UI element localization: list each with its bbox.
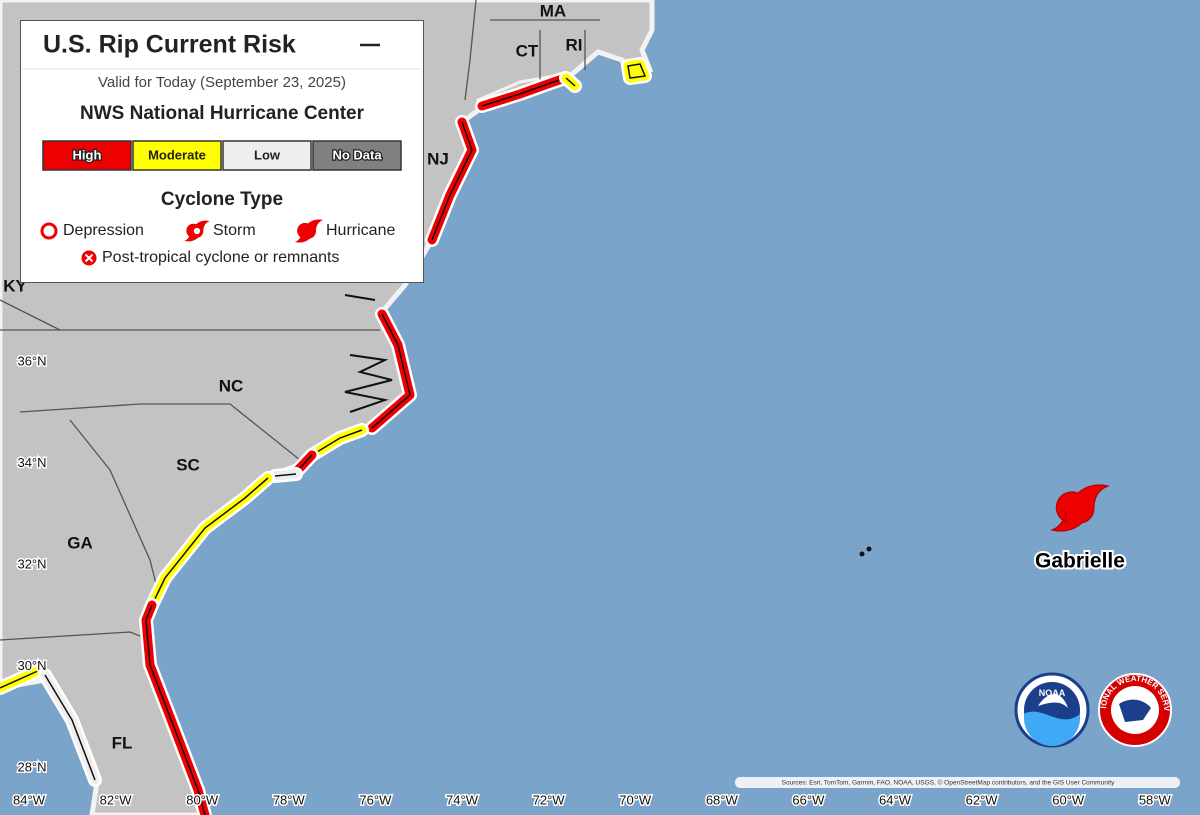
risk-swatch [132,140,222,171]
cyclone-title: Cyclone Type [161,189,283,210]
coastline [145,604,206,815]
storm-name: Gabrielle [1035,550,1125,573]
coastline [274,473,297,477]
longitude-label: 80°W [186,792,219,807]
legend: U.S. Rip Current Risk Valid for Today (S… [20,20,424,283]
state-label: FL [112,733,133,752]
noaa-logo: NOAA [1014,672,1090,748]
coastline [0,669,41,689]
coastline [371,313,411,429]
cyclone-label: Hurricane [326,222,395,239]
latitude-labels: 36°N 34°N 32°N 30°N 28°N [16,352,48,776]
nws-logo: NATIONAL WEATHER SERVICE [1098,673,1172,747]
coastline-risk [0,57,652,815]
valid-time: Valid for Today (September 23, 2025) [98,74,346,91]
island [866,546,872,552]
risk-label: No Data [332,147,382,162]
longitude-label: 66°W [792,792,825,807]
longitude-labels: 84°W 82°W 80°W 78°W 76°W 74°W 72°W 70°W 68°W 66°W… [12,791,1173,809]
risk-label: Low [254,147,281,162]
island [859,551,865,557]
state-label: RI [566,35,583,54]
longitude-label: 68°W [706,792,739,807]
longitude-label: 72°W [533,792,566,807]
hurricane-icon [295,219,323,243]
coastline [481,77,566,107]
longitude-label: 74°W [446,792,479,807]
longitude-label: 58°W [1139,792,1172,807]
risk-swatch [312,140,402,171]
longitude-label: 64°W [879,792,912,807]
cyclone-label: Post-tropical cyclone or remnants [102,249,339,266]
coastline [44,674,96,781]
state-label: NC [219,376,244,395]
coastline [431,121,473,241]
coastline [311,429,363,456]
latitude-label: 36°N [17,353,46,368]
state-label: MA [540,1,566,20]
attribution-bg [735,777,1180,788]
risk-label: High [73,147,102,162]
coastline [297,454,313,471]
state-label: NJ [427,149,449,168]
source: NWS National Hurricane Center [80,103,365,124]
risk-swatch [42,140,132,171]
longitude-label: 62°W [966,792,999,807]
risk-scale: High Moderate Low No Data [42,140,402,171]
legend-title: U.S. Rip Current Risk [43,31,296,59]
cyclone-label: Depression [63,222,144,239]
longitude-label: 70°W [619,792,652,807]
latitude-label: 32°N [17,556,46,571]
longitude-label: 78°W [273,792,306,807]
state-label: SC [176,455,200,474]
hurricane-marker [1050,484,1110,532]
latitude-label: 28°N [17,759,46,774]
longitude-label: 84°W [13,792,46,807]
logo-text: NOAA [1039,688,1066,698]
state-label: GA [67,533,93,552]
longitude-label: 60°W [1052,792,1085,807]
coastline [151,477,269,606]
depression-icon [40,222,58,240]
coastline [565,77,576,87]
risk-label: Moderate [148,147,206,162]
longitude-label: 82°W [100,792,133,807]
risk-swatch [222,140,312,171]
coastline [627,63,647,79]
state-label: CT [516,41,539,60]
post-tropical-icon [81,250,97,266]
attribution: Sources: Esri, TomTom, Garmin, FAO, NOAA… [782,779,1115,787]
cyclone-label: Storm [213,222,256,239]
longitude-label: 76°W [359,792,392,807]
latitude-label: 34°N [17,455,46,470]
storm-icon [184,220,210,242]
latitude-label: 30°N [17,658,46,673]
